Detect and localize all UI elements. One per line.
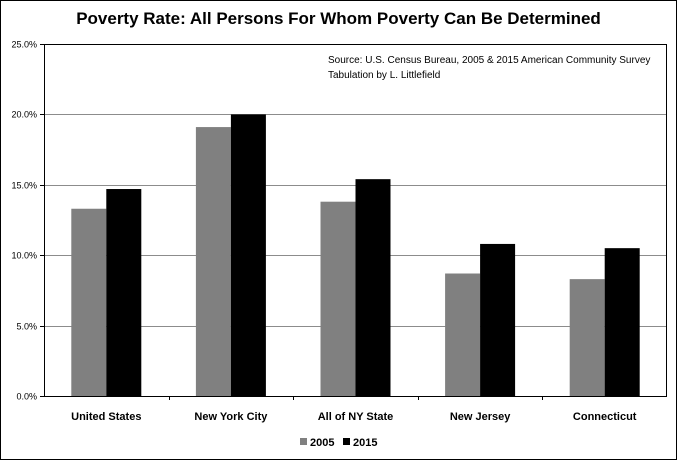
y-tick-label: 25.0% xyxy=(11,40,37,50)
y-tick-label: 5.0% xyxy=(16,322,37,332)
plot-area-border xyxy=(44,44,667,397)
y-tick-label: 0.0% xyxy=(16,392,37,402)
y-tick-label: 15.0% xyxy=(11,181,37,191)
bar-2005-connecticut xyxy=(569,279,605,396)
chart-title: Poverty Rate: All Persons For Whom Pover… xyxy=(76,9,601,28)
category-label: New York City xyxy=(194,411,268,423)
legend-swatch-2005 xyxy=(300,438,307,445)
bar-2015-connecticut xyxy=(604,248,640,396)
bar-2015-all-of-ny-state xyxy=(355,179,391,396)
category-label: Connecticut xyxy=(573,411,637,423)
legend-label-2005: 2005 xyxy=(310,437,334,449)
bar-2015-united-states xyxy=(106,189,142,396)
bar-2005-united-states xyxy=(71,208,107,396)
bar-2005-new-york-city xyxy=(195,127,231,397)
legend-swatch-2015 xyxy=(343,438,350,445)
category-label: New Jersey xyxy=(450,411,511,423)
legend-label-2015: 2015 xyxy=(353,437,377,449)
y-tick-label: 20.0% xyxy=(11,110,37,120)
tabulation-note: Tabulation by L. Littlefield xyxy=(328,70,440,81)
bar-2005-all-of-ny-state xyxy=(320,201,356,396)
bar-2005-new-jersey xyxy=(445,273,481,396)
category-label: All of NY State xyxy=(318,411,394,423)
source-note: Source: U.S. Census Bureau, 2005 & 2015 … xyxy=(328,55,650,66)
bar-2015-new-york-city xyxy=(230,114,266,397)
y-tick-label: 10.0% xyxy=(11,251,37,261)
bar-2015-new-jersey xyxy=(480,243,516,396)
category-label: United States xyxy=(71,411,141,423)
